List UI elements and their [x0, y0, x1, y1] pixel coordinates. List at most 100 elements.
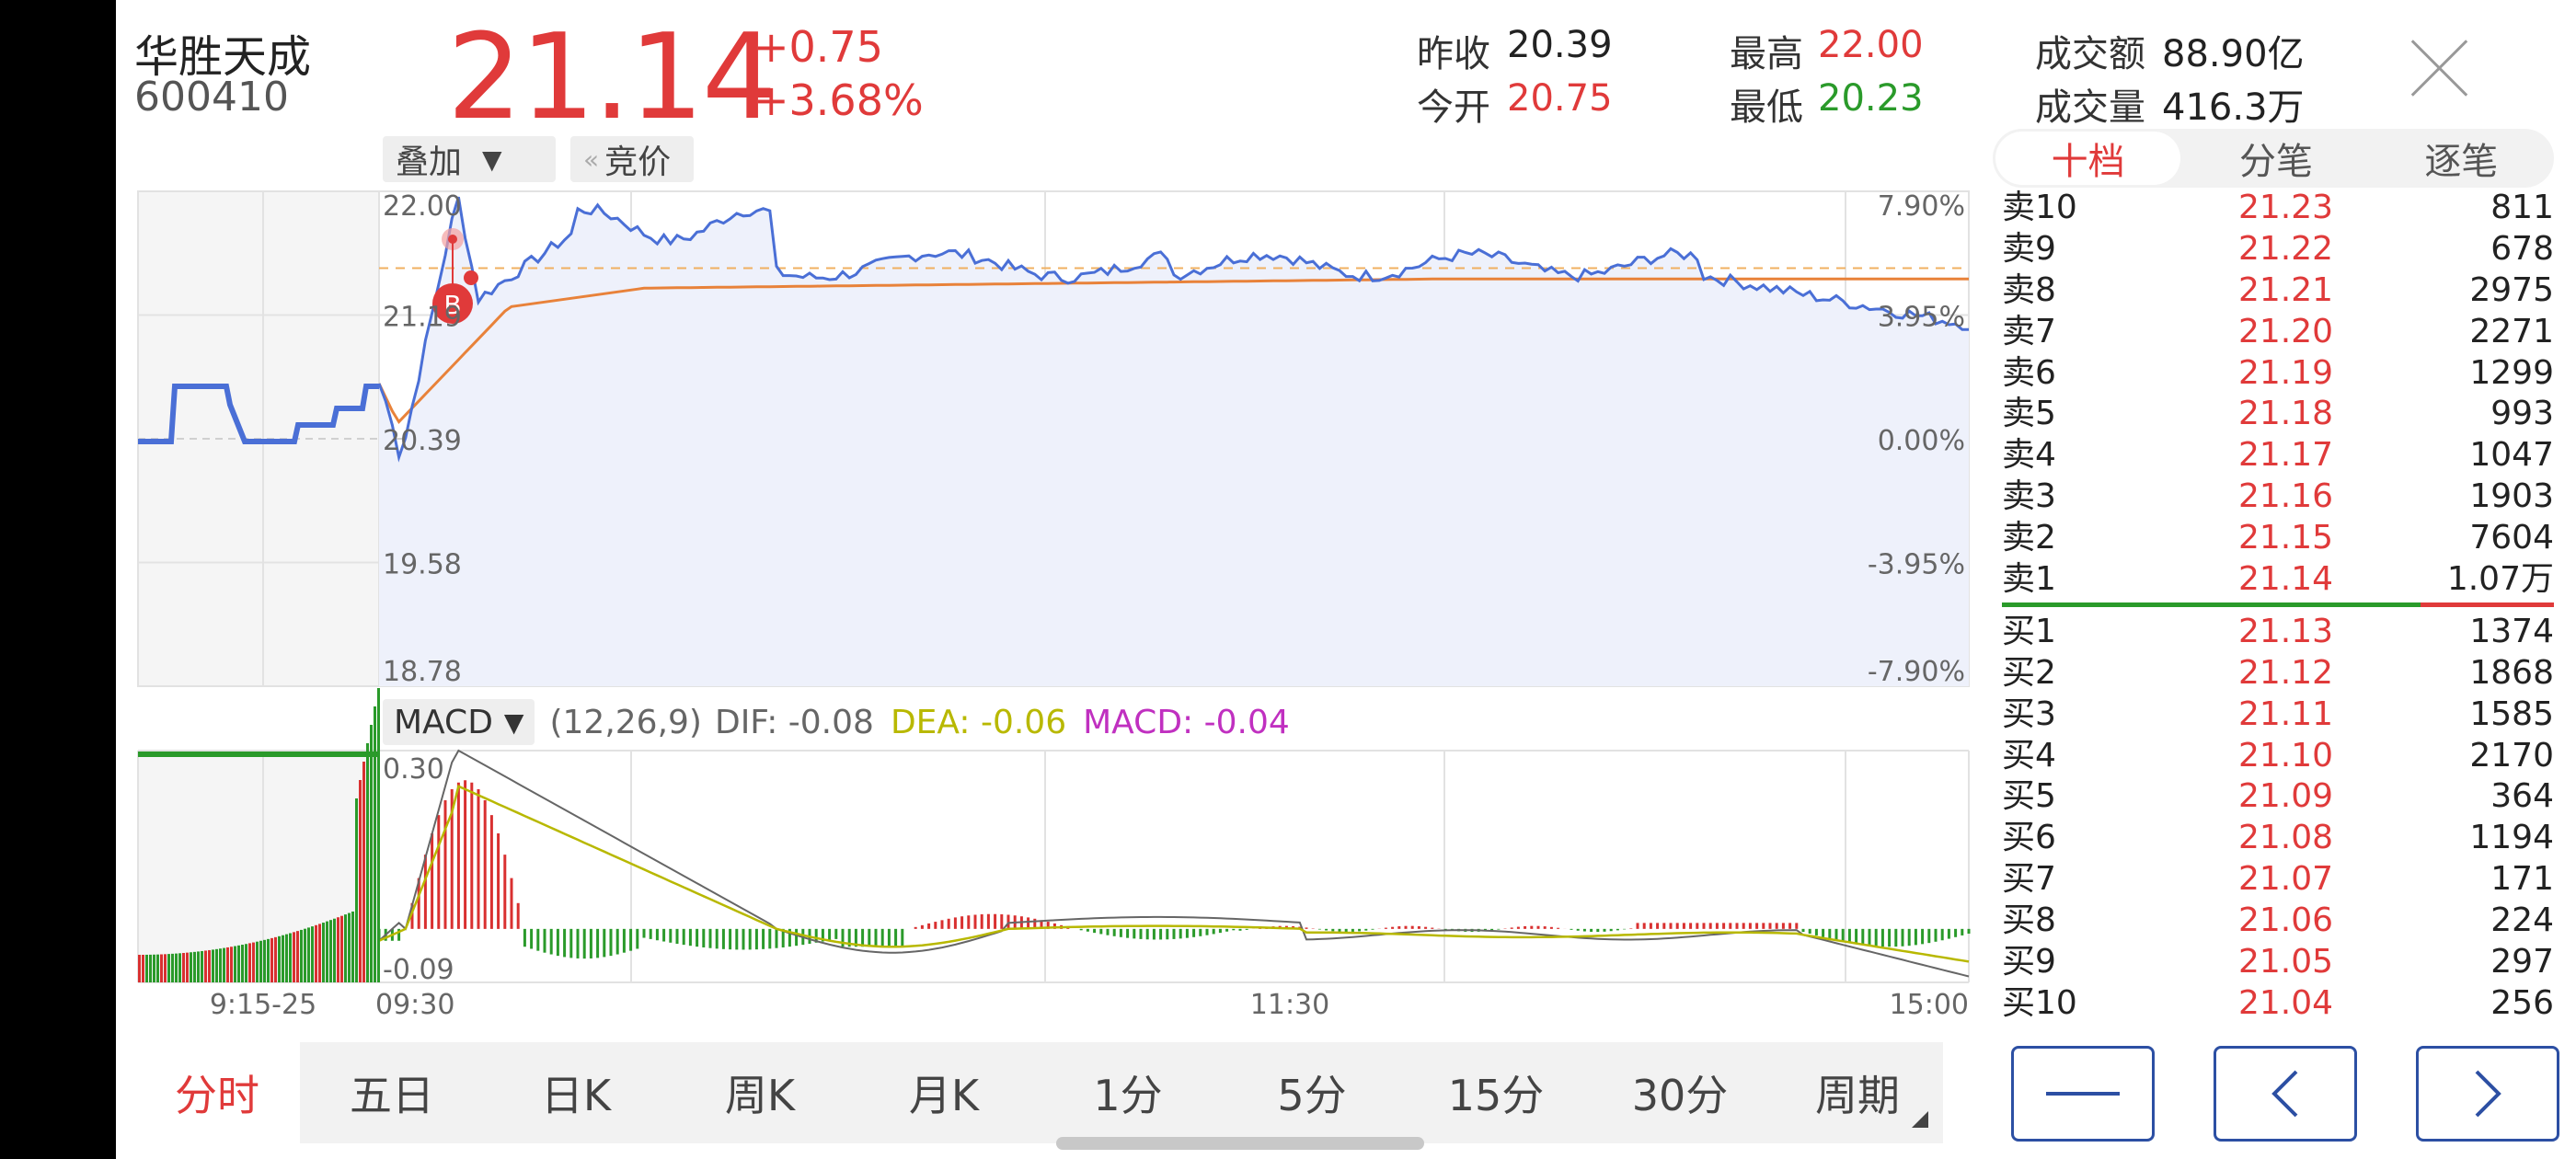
tab-trade-by-trade[interactable]: 逐笔	[2424, 141, 2499, 183]
tab-1min[interactable]: 1分	[1093, 1071, 1163, 1120]
tab-30min[interactable]: 30分	[1631, 1071, 1729, 1120]
auction-volume-bar	[138, 955, 141, 982]
level-price: 21.09	[2237, 777, 2333, 816]
auction-volume-bar	[300, 929, 303, 982]
auction-volume-bar	[167, 954, 170, 982]
level-label: 卖9	[2002, 229, 2056, 268]
level-label: 买5	[2002, 777, 2056, 816]
auction-volume-bar	[359, 780, 362, 982]
level-price: 21.08	[2237, 819, 2333, 857]
level-price: 21.14	[2237, 560, 2333, 599]
dropdown-arrow-icon: ▼	[482, 143, 502, 175]
intraday-chart[interactable]: B 22.00 21.19 20.39 19.58 18.78 7.90% 3.95% 0.00…	[116, 0, 2576, 1159]
auction-volume-bar	[186, 952, 189, 982]
auction-volume-bar	[212, 949, 214, 982]
auction-volume-bar	[190, 952, 192, 982]
amount-value: 88.90亿	[2162, 33, 2305, 75]
level-volume: 1374	[2469, 612, 2554, 650]
tab-intraday[interactable]: 分时	[175, 1071, 259, 1120]
level-label: 卖10	[2002, 189, 2077, 226]
auction-volume-bar	[156, 954, 159, 982]
level-label: 买8	[2002, 901, 2056, 940]
level-volume: 993	[2490, 395, 2554, 433]
auction-volume-bar	[234, 946, 236, 982]
level-price: 21.23	[2237, 189, 2333, 226]
auction-volume-bar	[307, 927, 310, 982]
tab-ten-levels[interactable]: 十档	[1995, 132, 2181, 185]
chevron-left-icon	[2271, 1070, 2298, 1118]
minus-button[interactable]	[2011, 1046, 2155, 1142]
level-price: 21.06	[2237, 901, 2333, 940]
price-change-percent: +3.68%	[753, 75, 924, 125]
ask-row: 卖2 21.15 7604	[2002, 518, 2554, 559]
level-volume: 811	[2490, 189, 2554, 226]
level-volume: 1.07万	[2446, 560, 2554, 599]
price-axis-label: 20.39	[383, 425, 462, 457]
tab-monthly-k[interactable]: 月K	[908, 1071, 980, 1120]
price-change: +0.75	[753, 22, 883, 72]
percent-axis-label: -7.90%	[1868, 656, 1965, 688]
bid-row: 买1 21.13 1374	[2002, 612, 2554, 653]
price-axis-label: 18.78	[383, 656, 462, 688]
buy-marker-label: B	[443, 290, 461, 320]
tab-five-day[interactable]: 五日	[350, 1071, 434, 1120]
tab-daily-k[interactable]: 日K	[540, 1071, 612, 1120]
bid-row: 买5 21.09 364	[2002, 776, 2554, 818]
horizontal-scrollbar[interactable]	[1056, 1137, 1424, 1150]
tab-period-more[interactable]: 周期	[1815, 1071, 1900, 1120]
more-corner-icon	[1912, 1111, 1928, 1128]
level-volume: 364	[2490, 777, 2554, 816]
auction-volume-bar	[293, 932, 295, 982]
auction-volume-bar	[201, 950, 203, 982]
level-price: 21.12	[2237, 653, 2333, 692]
level-label: 卖5	[2002, 395, 2056, 433]
time-axis-label: 09:30	[375, 989, 454, 1021]
bid-row: 买7 21.07 171	[2002, 859, 2554, 901]
level-volume: 2271	[2469, 312, 2554, 350]
bid-row: 买9 21.05 297	[2002, 942, 2554, 983]
low-value: 20.23	[1818, 77, 1924, 120]
overlay-button[interactable]: 叠加 ▼	[383, 136, 556, 182]
auction-volume-bar	[329, 920, 332, 982]
overlay-label: 叠加	[396, 143, 463, 181]
level-price: 21.04	[2237, 983, 2333, 1022]
tab-5min[interactable]: 5分	[1277, 1071, 1347, 1120]
bid-row: 买6 21.08 1194	[2002, 818, 2554, 859]
auction-volume-bar	[223, 947, 225, 982]
prev-button[interactable]	[2214, 1046, 2357, 1142]
auction-volume-bar	[274, 936, 277, 982]
auction-volume-bar	[193, 951, 196, 982]
level-price: 21.07	[2237, 860, 2333, 899]
auction-volume-bar	[208, 949, 211, 982]
orderbook-divider	[2002, 602, 2554, 607]
tab-15min[interactable]: 15分	[1447, 1071, 1545, 1120]
macd-axis-label: -0.09	[383, 954, 454, 986]
auction-volume-bar	[351, 911, 354, 982]
auction-volume-bar	[245, 944, 247, 982]
auction-volume-bar	[270, 937, 273, 982]
ask-row: 卖8 21.21 2975	[2002, 270, 2554, 312]
percent-axis-label: 0.00%	[1878, 425, 1965, 457]
tab-tick[interactable]: 分笔	[2238, 141, 2313, 183]
dif-line	[378, 749, 1970, 978]
tab-weekly-k[interactable]: 周K	[724, 1071, 796, 1120]
auction-volume-bar	[142, 954, 144, 982]
level-price: 21.13	[2237, 612, 2333, 650]
low-label: 最低	[1730, 86, 1803, 129]
level-volume: 1299	[2469, 353, 2554, 392]
auction-button[interactable]: « 竞价	[570, 136, 694, 182]
auction-volume-bar	[149, 954, 152, 982]
auction-volume-bar	[263, 939, 266, 982]
bid-row: 买8 21.06 224	[2002, 901, 2554, 942]
percent-axis-label: -3.95%	[1868, 549, 1965, 581]
macd-header: MACD ▼ (12,26,9) DIF: -0.08 DEA: -0.06 M…	[383, 699, 1290, 745]
level-label: 卖8	[2002, 270, 2056, 309]
level-volume: 7604	[2469, 519, 2554, 557]
level-price: 21.10	[2237, 736, 2333, 775]
auction-volume-bar	[164, 954, 167, 982]
price-line	[377, 196, 1969, 463]
prev-close-label: 昨收	[1417, 33, 1490, 75]
level-volume: 256	[2490, 983, 2554, 1022]
indicator-selector[interactable]: MACD ▼	[383, 699, 535, 745]
next-button[interactable]	[2416, 1046, 2559, 1142]
